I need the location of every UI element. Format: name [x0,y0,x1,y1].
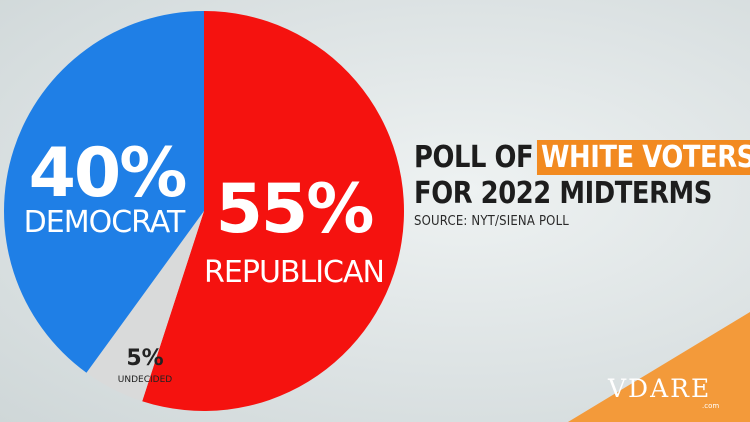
source-note: SOURCE: NYT/SIENA POLL [414,214,569,229]
slice-label-republican: 55% REPUBLICAN [204,170,385,290]
democrat-percent-label: 40% [29,134,186,213]
vdare-logo: VDARE .com [608,374,738,414]
title-highlight: WHITE VOTERS [536,140,750,175]
pie-slices [3,11,404,411]
orange-corner-shape [568,312,750,422]
logo-sub: .com [702,402,720,410]
slice-label-democrat: 40% DEMOCRAT [24,134,188,240]
republican-percent-label: 55% [216,170,373,249]
pie-slice-democrat [3,11,205,373]
logo-text: VDARE [608,374,712,403]
pie-slice-undecided [86,211,204,402]
slice-label-undecided: 5% UNDECIDED [118,346,172,385]
undecided-percent-label: 5% [126,346,163,371]
title-line-2: FOR 2022 MIDTERMS [414,176,712,211]
republican-name-label: REPUBLICAN [204,255,384,290]
title-line-1: POLL OF WHITE VOTERS [414,140,750,176]
undecided-name-label: UNDECIDED [118,375,172,385]
title-part1: POLL OF [414,140,534,175]
pie-slice-republican [142,11,404,411]
democrat-name-label: DEMOCRAT [24,205,186,240]
title-block: POLL OF WHITE VOTERS FOR 2022 MIDTERMS SO… [414,140,750,229]
